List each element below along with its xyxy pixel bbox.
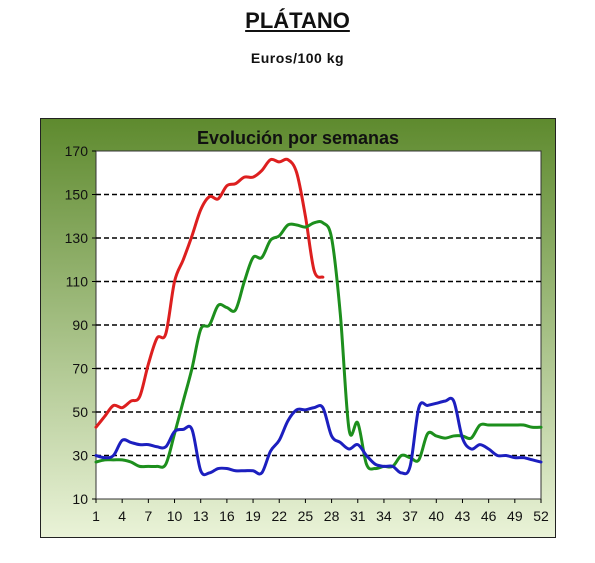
x-tick-label: 52: [533, 508, 549, 524]
y-tick-label: 10: [72, 491, 88, 507]
x-tick-label: 43: [455, 508, 471, 524]
y-tick-label: 30: [72, 448, 88, 464]
x-tick-label: 7: [144, 508, 152, 524]
x-tick-label: 19: [245, 508, 261, 524]
y-tick-label: 150: [65, 187, 89, 203]
y-tick-label: 170: [65, 143, 89, 159]
series-line-2: [94, 219, 543, 471]
x-tick-label: 13: [193, 508, 209, 524]
x-tick-label: 28: [324, 508, 340, 524]
y-tick-label: 110: [66, 274, 89, 290]
chart-title: Evolución por semanas: [197, 128, 399, 148]
x-tick-label: 4: [118, 508, 126, 524]
axes: 10 30 50 70 90 110 130 150 170 1 4 7 10 13 16 19 22 25 28 3…: [65, 143, 549, 524]
series-line-1: [94, 157, 325, 429]
chart-panel: Evolución por semanas 10 30 50 70 90 110 130 15…: [40, 118, 556, 538]
y-tick-label: 90: [72, 317, 88, 333]
y-tick-label: 70: [72, 361, 88, 377]
series-line-3: [94, 396, 543, 477]
y-tick-label: 130: [65, 230, 89, 246]
x-tick-label: 37: [402, 508, 418, 524]
x-tick-label: 49: [507, 508, 523, 524]
x-tick-label: 1: [92, 508, 100, 524]
page-subtitle: Euros/100 kg: [250, 50, 345, 66]
x-tick-label: 34: [376, 508, 392, 524]
x-tick-label: 40: [429, 508, 445, 524]
x-tick-label: 31: [350, 508, 366, 524]
chart-svg: Evolución por semanas 103050709011013015…: [40, 118, 556, 538]
x-tick-label: 10: [167, 508, 183, 524]
x-tick-label: 25: [298, 508, 314, 524]
x-tick-label: 22: [271, 508, 287, 524]
x-tick-label: 46: [481, 508, 497, 524]
page-title: PLÁTANO: [245, 8, 350, 33]
x-tick-label: 16: [219, 508, 235, 524]
series-lines: [94, 157, 543, 477]
y-tick-label: 50: [72, 404, 88, 420]
